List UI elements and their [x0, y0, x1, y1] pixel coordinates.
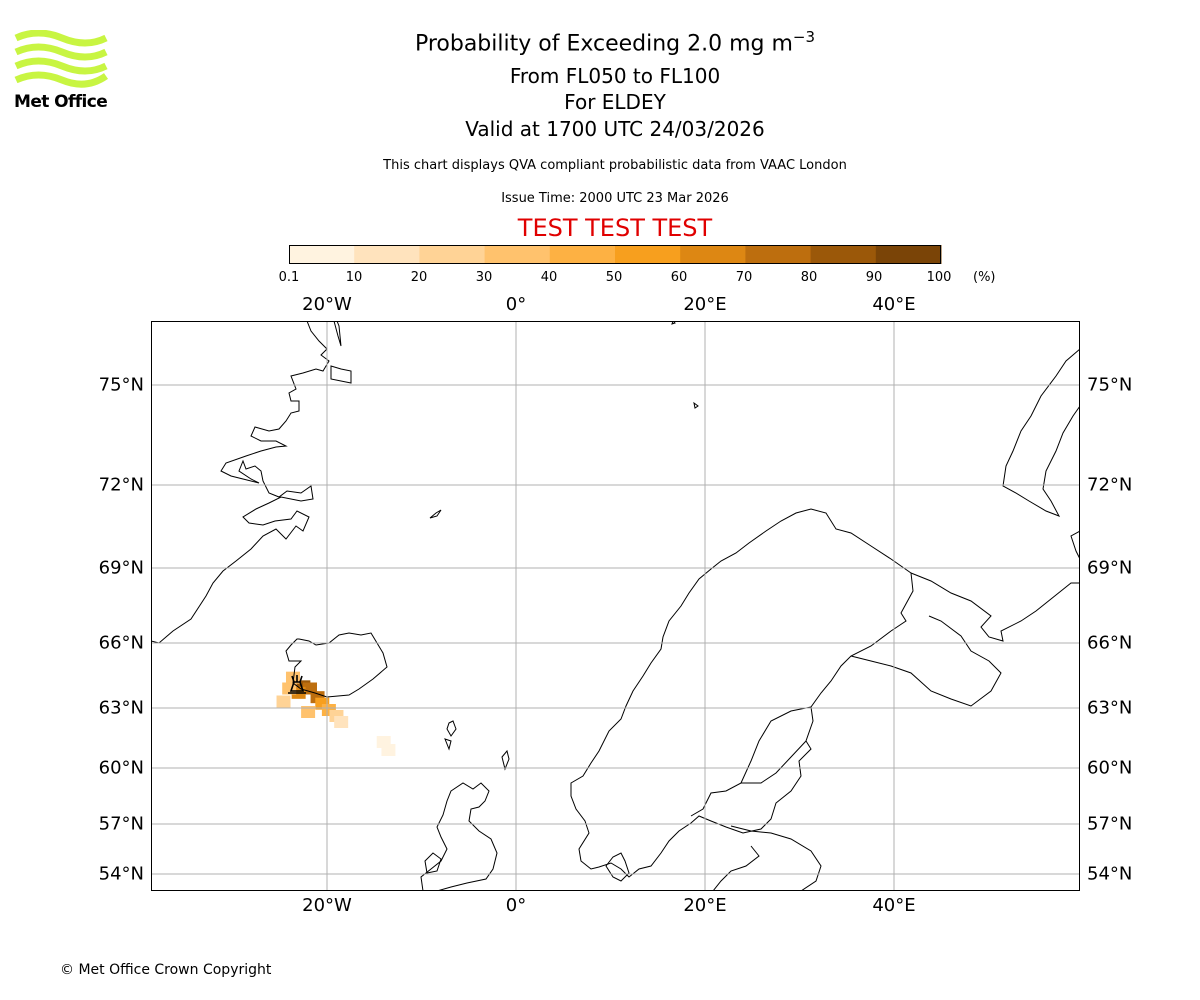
chart-title-text: Probability of Exceeding 2.0 mg m [414, 31, 793, 57]
coastline-bjornoya [693, 401, 699, 409]
met-office-logo-icon [14, 30, 109, 88]
coastline-iceland [285, 632, 388, 698]
test-banner: TEST TEST TEST [517, 214, 713, 242]
longitude-label-bottom: 40°E [872, 895, 916, 916]
colorbar-tick-label: 10 [345, 270, 363, 285]
plume-cell [381, 744, 396, 756]
colorbar-tick-label: 0.1 [278, 270, 300, 285]
latitude-label-left: 69°N [98, 557, 144, 579]
colorbar-tick-label: 20 [410, 270, 428, 285]
coastline-jan-mayen [429, 509, 442, 519]
colorbar-tick-label: 60 [670, 270, 688, 285]
graticule [151, 321, 1080, 891]
longitude-label-top: 20°E [683, 294, 727, 315]
valid-time: Valid at 1700 UTC 24/03/2026 [465, 117, 765, 141]
latitude-label-left: 66°N [98, 632, 144, 654]
coastline-denmark [605, 852, 630, 882]
colorbar-tick-label: 80 [800, 270, 818, 285]
map-panel[interactable] [151, 321, 1080, 891]
latitude-label-right: 60°N [1087, 757, 1133, 779]
colorbar-segment [354, 245, 420, 264]
colorbar-segment [745, 245, 812, 264]
coastline-novaya-zemlya [1002, 348, 1080, 517]
latitude-label-right: 75°N [1087, 374, 1133, 396]
colorbar-tick-label: 90 [865, 270, 883, 285]
colorbar-unit: (%) [973, 270, 996, 285]
colorbar-segment [680, 245, 746, 264]
latitude-label-right: 63°N [1087, 697, 1133, 719]
colorbar-tick-label: 100 [926, 270, 952, 285]
longitude-label-bottom: 20°E [683, 895, 727, 916]
coastline-uk [420, 782, 498, 891]
colorbar-segment [484, 245, 551, 264]
longitude-label-top: 40°E [872, 294, 916, 315]
volcano-location: For ELDEY [564, 90, 666, 114]
plume-cell [334, 716, 349, 728]
logo-waves [14, 30, 109, 88]
latitude-label-right: 54°N [1087, 863, 1133, 885]
copyright: © Met Office Crown Copyright [60, 962, 272, 978]
colorbar-tick-label: 50 [605, 270, 623, 285]
latitude-label-left: 54°N [98, 863, 144, 885]
colorbar-segment [615, 245, 681, 264]
plume-cell [301, 706, 316, 718]
chart-title: Probability of Exceeding 2.0 mg m−3 [0, 28, 1200, 56]
colorbar-segment [810, 245, 877, 264]
colorbar-segment [875, 245, 942, 264]
colorbar-segment [549, 245, 616, 264]
latitude-label-right: 72°N [1087, 474, 1133, 496]
plume-cell [276, 695, 291, 708]
longitude-label-bottom: 0° [505, 895, 527, 916]
coastline-greenland [151, 321, 330, 644]
chart-description: This chart displays QVA compliant probab… [383, 158, 847, 173]
issue-time: Issue Time: 2000 UTC 23 Mar 2026 [501, 191, 729, 206]
colorbar-tick-label: 30 [475, 270, 493, 285]
latitude-label-right: 57°N [1087, 813, 1133, 835]
longitude-label-top: 0° [505, 294, 527, 315]
volcano-marker-icon [288, 675, 306, 694]
longitude-label-top: 20°W [302, 294, 352, 315]
coastline-ne-greenland-island [333, 321, 342, 347]
map-background [151, 321, 1080, 891]
latitude-label-left: 57°N [98, 813, 144, 835]
flight-levels: From FL050 to FL100 [509, 64, 721, 88]
coastline-baltic-states [712, 825, 822, 891]
logo-brand-text: Met Office [14, 92, 108, 112]
latitude-label-left: 72°N [98, 474, 144, 496]
colorbar-segment [289, 245, 355, 264]
longitude-label-bottom: 20°W [302, 895, 352, 916]
latitude-label-left: 60°N [98, 757, 144, 779]
coastline-shetland [501, 749, 510, 771]
coastline-baltic [690, 706, 812, 817]
coastline-russia-north [910, 566, 1080, 642]
coastline-faroe [446, 720, 457, 737]
latitude-label-right: 66°N [1087, 632, 1133, 654]
colorbar-tick-label: 40 [540, 270, 558, 285]
latitude-label-right: 69°N [1087, 557, 1133, 579]
colorbar-frame [289, 245, 941, 264]
chart-title-exponent: −3 [792, 28, 816, 46]
latitude-label-left: 75°N [98, 374, 144, 396]
latitude-label-left: 63°N [98, 697, 144, 719]
map-frame [151, 321, 1080, 891]
colorbar-segment [419, 245, 486, 264]
colorbar-tick-label: 70 [735, 270, 753, 285]
colorbar [289, 245, 942, 264]
